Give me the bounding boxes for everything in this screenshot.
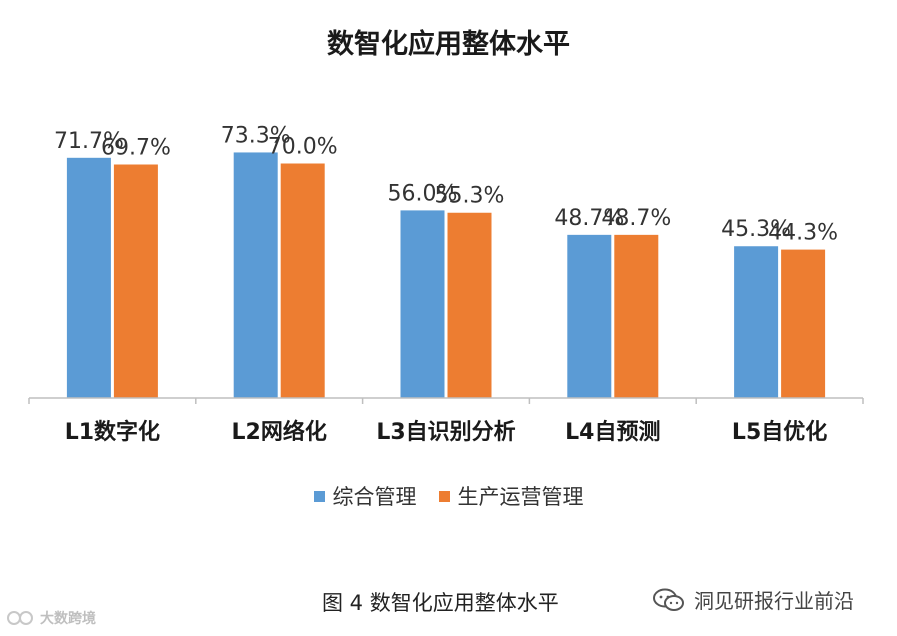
bar-1-3	[614, 234, 659, 398]
data-label-1-4: 44.3%	[768, 221, 838, 246]
bar-0-0	[66, 157, 111, 398]
legend-item-0: 综合管理	[313, 481, 417, 511]
data-label-0-0: 71.7%	[54, 129, 124, 154]
bar-0-4	[734, 246, 779, 398]
bar-1-2	[447, 212, 492, 398]
data-label-0-4: 45.3%	[721, 217, 791, 242]
legend-swatch-1	[438, 490, 450, 502]
bar-1-4	[781, 249, 826, 398]
category-label-4: L5自优化	[732, 419, 827, 445]
category-label-1: L2网络化	[232, 419, 327, 445]
bar-1-1	[280, 163, 325, 398]
legend-item-1: 生产运营管理	[438, 481, 584, 511]
legend-label-1: 生产运营管理	[457, 485, 584, 509]
category-label-3: L4自预测	[565, 419, 660, 445]
legend-swatch-0	[313, 490, 325, 502]
data-label-0-1: 73.3%	[221, 123, 291, 148]
category-label-0: L1数字化	[65, 419, 160, 445]
wechat-icon	[653, 588, 684, 611]
data-label-1-3: 48.7%	[601, 206, 671, 231]
bar-1-0	[113, 164, 158, 398]
data-label-1-0: 69.7%	[101, 136, 171, 161]
bar-0-3	[567, 234, 612, 398]
bar-0-2	[400, 210, 445, 398]
data-label-1-1: 70.0%	[268, 135, 338, 160]
bar-0-1	[233, 152, 278, 398]
legend-label-0: 综合管理	[332, 485, 417, 509]
data-label-1-2: 55.3%	[435, 184, 505, 209]
legend: 综合管理 生产运营管理	[0, 481, 897, 511]
watermark-left-text: 大数跨境	[40, 611, 96, 627]
bar-chart: 71.7% 73.3% 56.0% 48.7% 45.3% 69.7% 70.0% 55.3%…	[28, 123, 864, 445]
watermark-left: 大数跨境	[6, 608, 96, 628]
data-label-0-3: 48.7%	[554, 206, 624, 231]
figure-caption: 图 4 数智化应用整体水平	[322, 591, 559, 615]
chart-title: 数智化应用整体水平	[327, 29, 570, 60]
watermark-right: 洞见研报行业前沿	[652, 585, 854, 614]
data-label-0-2: 56.0%	[388, 181, 458, 206]
category-label-2: L3自识别分析	[376, 419, 515, 445]
logo-mark-icon	[7, 611, 33, 625]
watermark-right-text: 洞见研报行业前沿	[694, 589, 854, 613]
